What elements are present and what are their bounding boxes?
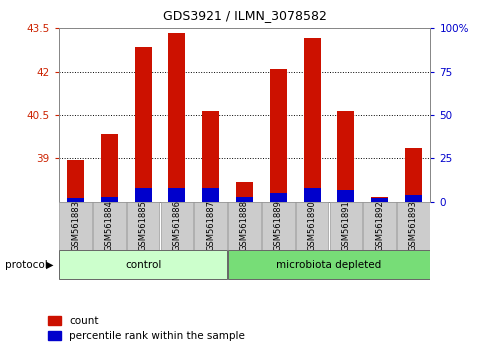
Bar <box>168 188 185 202</box>
Bar <box>404 195 421 202</box>
Bar <box>134 188 151 202</box>
Text: GSM561889: GSM561889 <box>273 200 282 251</box>
Bar <box>303 188 320 202</box>
Bar <box>337 190 354 202</box>
Text: GDS3921 / ILMN_3078582: GDS3921 / ILMN_3078582 <box>162 9 326 22</box>
Bar <box>329 202 361 250</box>
Bar <box>228 250 429 279</box>
Text: GSM561886: GSM561886 <box>172 200 181 251</box>
Text: protocol: protocol <box>5 260 47 270</box>
Bar <box>303 39 320 202</box>
Bar <box>67 198 84 202</box>
Bar <box>67 160 84 202</box>
Text: GSM561884: GSM561884 <box>104 200 114 251</box>
Bar <box>59 250 226 279</box>
Text: GSM561892: GSM561892 <box>374 200 384 251</box>
Bar <box>101 134 118 202</box>
Text: GSM561883: GSM561883 <box>71 200 80 251</box>
Bar <box>168 33 185 202</box>
Bar <box>228 202 260 250</box>
Bar <box>262 202 294 250</box>
Bar <box>194 202 226 250</box>
Bar <box>101 196 118 202</box>
Bar <box>363 202 395 250</box>
Text: GSM561887: GSM561887 <box>206 200 215 251</box>
Bar <box>202 111 219 202</box>
Text: GSM561885: GSM561885 <box>139 200 147 251</box>
Bar <box>370 198 387 202</box>
Text: GSM561891: GSM561891 <box>341 200 349 251</box>
Text: control: control <box>125 259 161 270</box>
Text: GSM561893: GSM561893 <box>408 200 417 251</box>
Legend: count, percentile rank within the sample: count, percentile rank within the sample <box>44 312 249 345</box>
Bar <box>370 198 387 202</box>
Bar <box>236 182 252 202</box>
Text: GSM561890: GSM561890 <box>307 200 316 251</box>
Text: ▶: ▶ <box>45 260 53 270</box>
Bar <box>269 69 286 202</box>
Bar <box>161 202 193 250</box>
Bar <box>127 202 159 250</box>
Bar <box>59 202 92 250</box>
Bar <box>269 193 286 202</box>
Bar <box>236 196 252 202</box>
Bar <box>202 188 219 202</box>
Text: GSM561888: GSM561888 <box>240 200 248 251</box>
Bar <box>93 202 125 250</box>
Bar <box>134 47 151 202</box>
Bar <box>337 111 354 202</box>
Bar <box>295 202 327 250</box>
Bar <box>404 148 421 202</box>
Bar <box>396 202 429 250</box>
Text: microbiota depleted: microbiota depleted <box>276 259 381 270</box>
